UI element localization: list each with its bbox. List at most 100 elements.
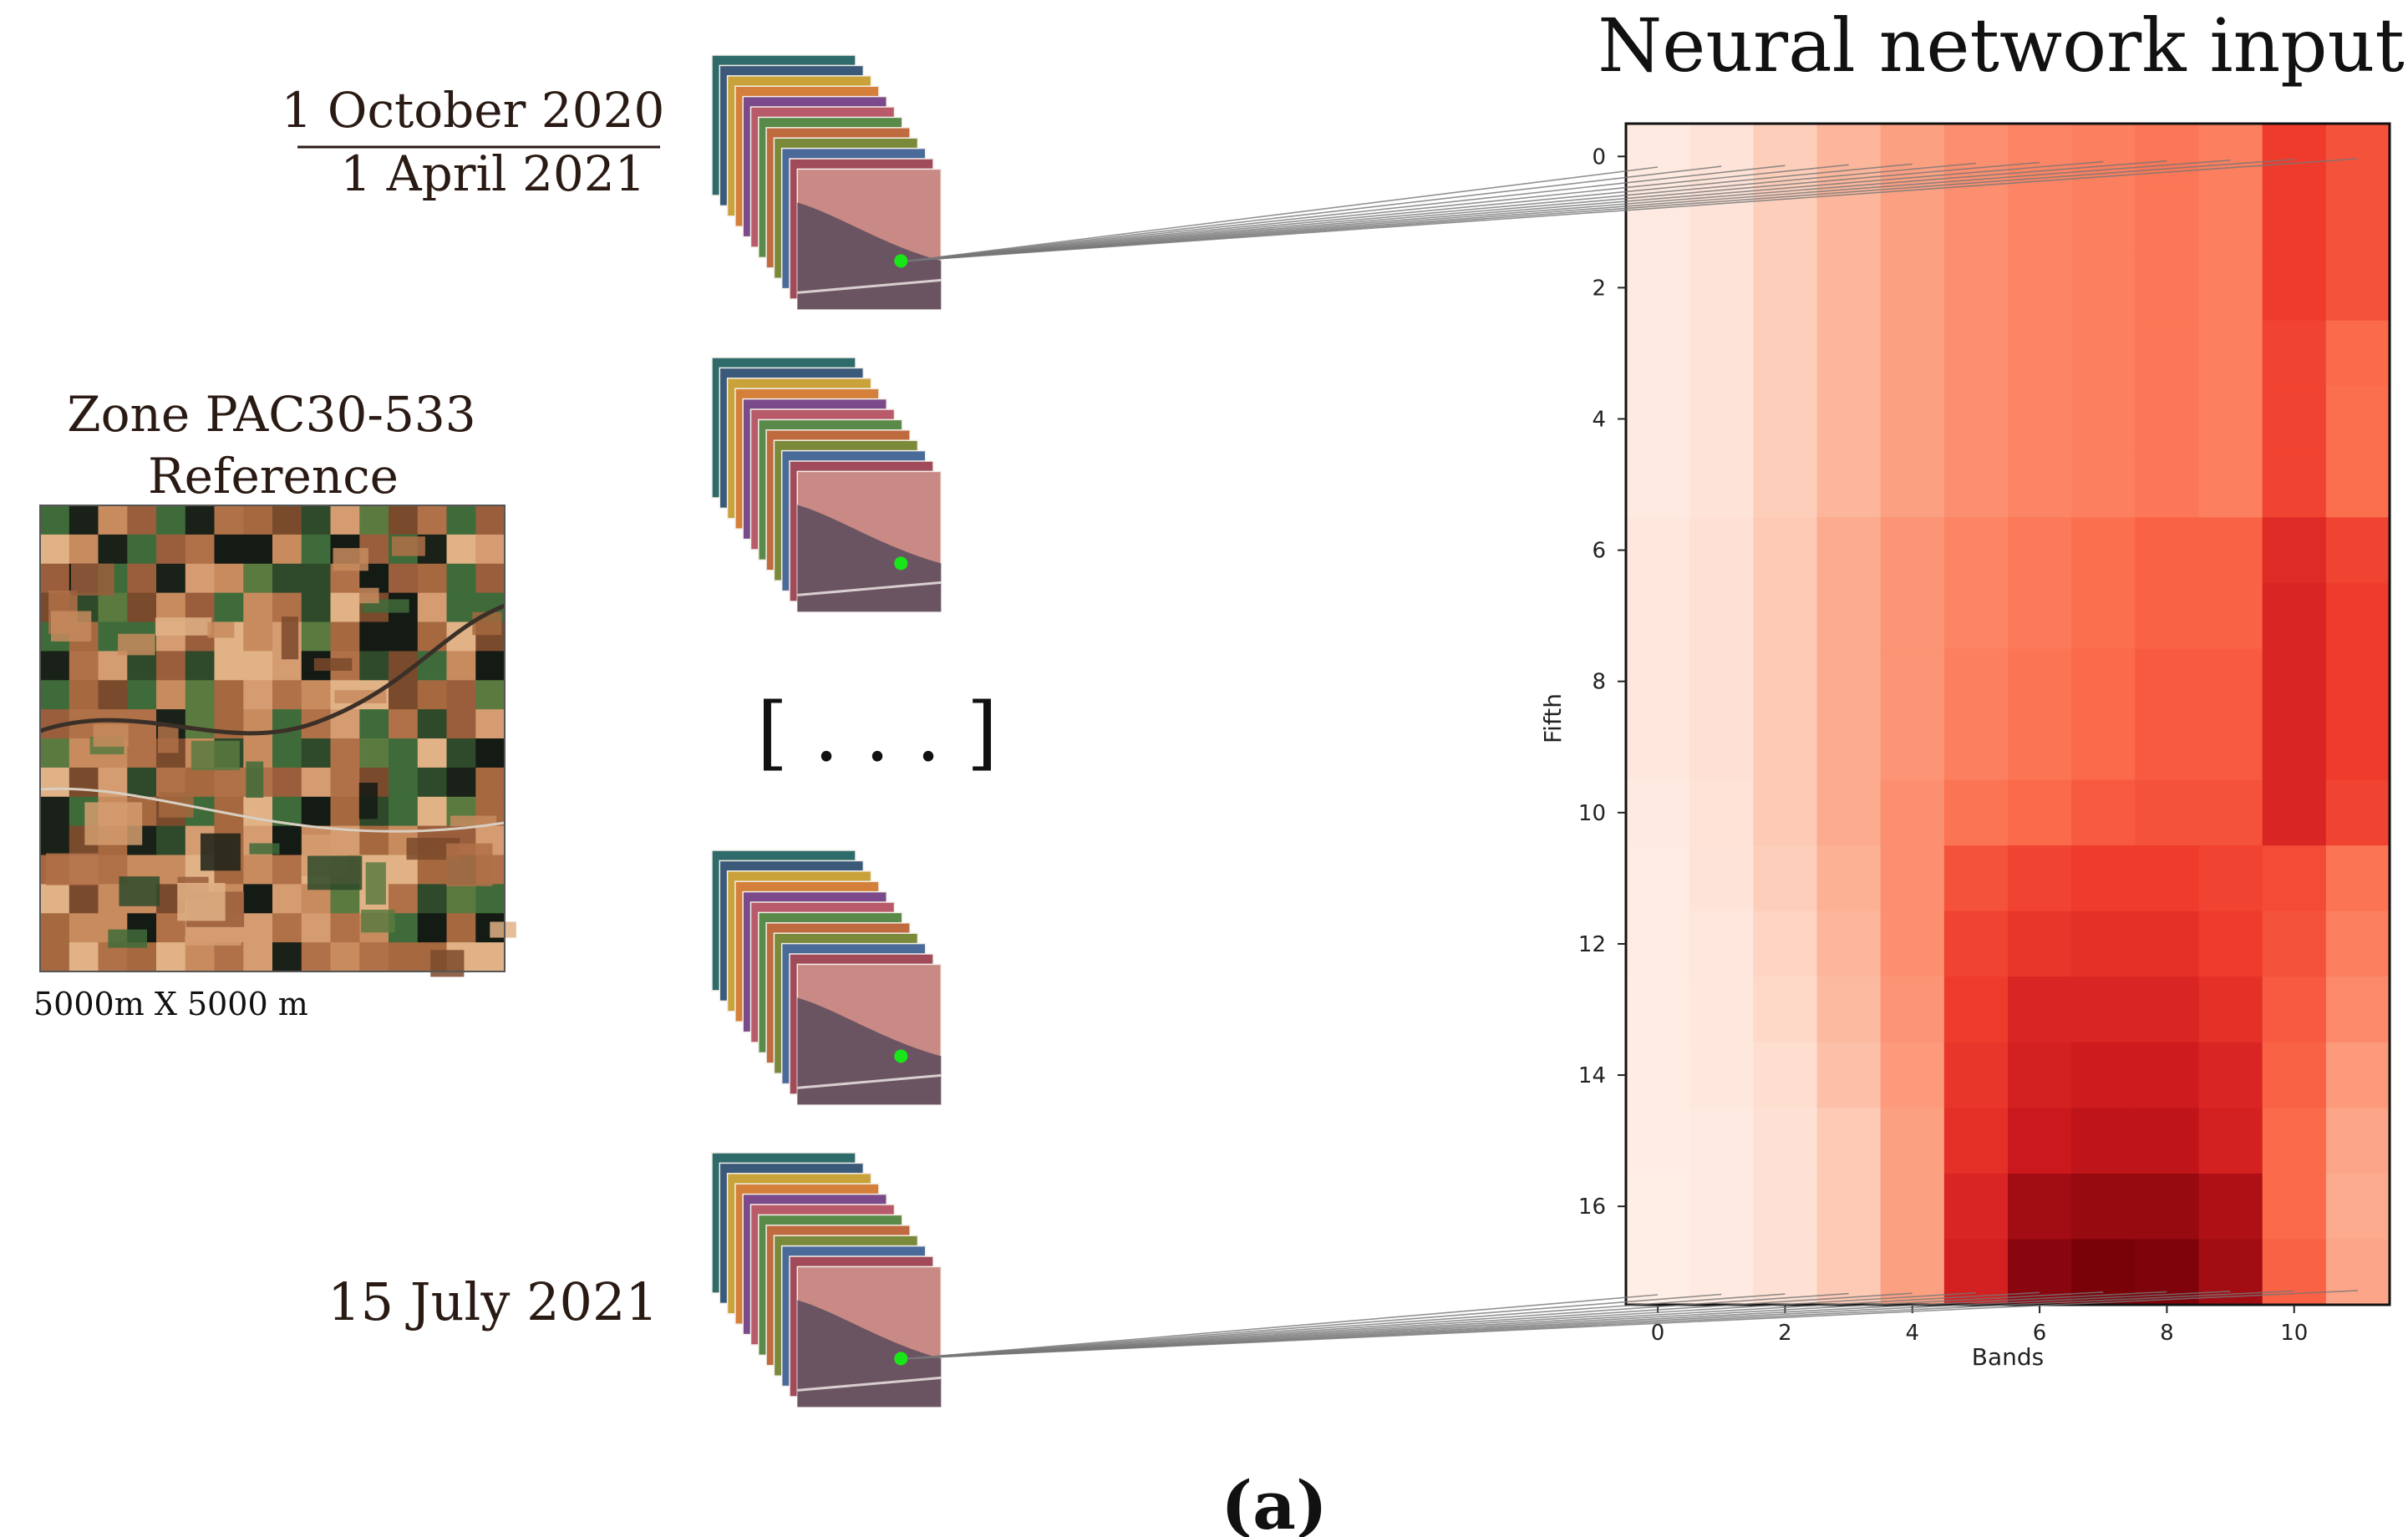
heatmap-cell: [1753, 714, 1818, 781]
heatmap-cell: [1753, 779, 1818, 846]
satellite-field-patch: [359, 709, 389, 739]
satellite-field-patch: [301, 592, 332, 622]
satellite-field-patch: [272, 884, 302, 914]
image-stack: [711, 54, 942, 311]
satellite-field-patch: [185, 592, 216, 622]
heatmap-cell: [1689, 648, 1754, 715]
connector-line: [907, 163, 1913, 262]
heatmap-cell: [1626, 648, 1690, 715]
satellite-field-patch: [417, 913, 448, 943]
heatmap-cell: [1816, 189, 1882, 256]
heatmap-cell: [2198, 779, 2263, 846]
heatmap-cell: [1943, 582, 2009, 650]
heatmap-cell: [1816, 255, 1882, 322]
satellite-field-patch: [69, 884, 99, 914]
heatmap-cell: [2071, 911, 2136, 977]
satellite-field-patch: [127, 505, 157, 535]
heatmap-cell: [1626, 714, 1690, 781]
heatmap-cell: [1753, 517, 1818, 584]
zone-satellite-image: [39, 505, 516, 977]
heatmap-cell: [1689, 779, 1754, 846]
satellite-field-patch: [446, 651, 476, 681]
satellite-field-patch: [417, 767, 448, 798]
final-date: 15 July 2021: [328, 1271, 658, 1332]
satellite-field-patch: [69, 534, 99, 565]
heatmap-cell: [1626, 517, 1690, 584]
satellite-field-patch: [417, 505, 448, 535]
satellite-field-patch: [446, 738, 476, 768]
satellite-field-patch: [446, 680, 476, 710]
satellite-field-patch: [359, 651, 389, 681]
heatmap-cell: [2135, 386, 2200, 453]
heatmap-cell: [2008, 648, 2072, 715]
heatmap-cell: [1816, 451, 1882, 518]
start-date: 1 October 2020: [282, 82, 665, 139]
satellite-field-patch: [98, 534, 128, 565]
satellite-field-patch: [417, 680, 448, 710]
heatmap-cell: [1689, 255, 1754, 322]
heatmap-cell: [1880, 648, 1945, 715]
satellite-field-patch: [389, 709, 419, 739]
heatmap-cell: [1816, 648, 1882, 715]
satellite-field-patch: [185, 942, 216, 972]
heatmap-cell: [2135, 1108, 2200, 1174]
heatmap-cell: [2008, 451, 2072, 518]
satellite-field-patch: [155, 617, 212, 636]
heatmap-cell: [1943, 845, 2009, 912]
heatmap-cell: [2325, 779, 2390, 846]
satellite-field-patch: [272, 767, 302, 798]
satellite-field-patch: [475, 534, 505, 565]
satellite-field-patch: [389, 621, 419, 652]
y-tick-label: 14: [1578, 1063, 1606, 1088]
satellite-field-patch: [246, 761, 264, 798]
connector-line: [907, 164, 1849, 262]
heatmap-cell: [1880, 714, 1945, 781]
heatmap-cell: [1816, 714, 1882, 781]
satellite-field-patch: [330, 621, 360, 652]
satellite-field-patch: [446, 505, 476, 535]
heatmap-cell: [1753, 1108, 1818, 1174]
satellite-field-patch: [417, 651, 448, 681]
heatmap-cell: [2198, 1042, 2263, 1108]
heatmap-cell: [2262, 189, 2327, 256]
heatmap-cell: [1943, 648, 2009, 715]
heatmap-cell: [2262, 582, 2327, 650]
heatmap-cell: [1753, 320, 1818, 387]
satellite-field-patch: [359, 621, 389, 652]
satellite-field-patch: [40, 825, 70, 855]
heatmap-cell: [1880, 1108, 1945, 1174]
heatmap-cell: [2071, 124, 2136, 190]
heatmap-cell: [1880, 320, 1945, 387]
satellite-field-patch: [119, 876, 160, 906]
satellite-field-patch: [156, 592, 186, 622]
y-tick-label: 6: [1592, 539, 1606, 564]
satellite-field-patch: [185, 563, 216, 594]
satellite-field-patch: [475, 884, 505, 914]
heatmap-cell: [2325, 714, 2390, 781]
heatmap-cell: [2135, 845, 2200, 912]
satellite-field-patch: [69, 680, 99, 710]
panel-label: (a): [1221, 1466, 1328, 1537]
satellite-field-patch: [108, 929, 147, 948]
ellipsis: [ . . . ]: [757, 686, 998, 779]
heatmap-cell: [1626, 320, 1690, 387]
heatmap-cell: [2325, 386, 2390, 453]
satellite-field-patch: [191, 740, 240, 771]
satellite-field-patch: [359, 587, 379, 604]
heatmap-cell: [2008, 845, 2072, 912]
satellite-field-patch: [156, 534, 186, 565]
heatmap-cell: [2071, 517, 2136, 584]
heatmap-cell: [1753, 1173, 1818, 1240]
heatmap-cell: [1753, 648, 1818, 715]
satellite-field-patch: [272, 680, 302, 710]
end-date: 1 April 2021: [340, 145, 645, 202]
heatmap: [1624, 122, 2391, 1306]
stack-image-road: [797, 581, 942, 596]
satellite-field-patch: [46, 853, 99, 885]
heatmap-cell: [2198, 517, 2263, 584]
satellite-field-patch: [69, 767, 99, 798]
heatmap-cell: [1753, 976, 1818, 1043]
y-tick-label: 8: [1592, 670, 1606, 695]
satellite-field-patch: [281, 616, 299, 660]
satellite-field-patch: [243, 942, 273, 972]
